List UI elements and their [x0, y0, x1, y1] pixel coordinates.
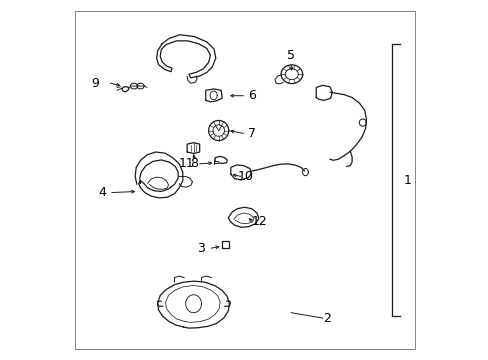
Text: 6: 6 [247, 89, 255, 102]
Text: 12: 12 [251, 215, 267, 228]
Text: 7: 7 [247, 127, 256, 140]
Text: 2: 2 [323, 311, 330, 325]
Text: 5: 5 [286, 49, 295, 62]
Text: 1: 1 [403, 174, 411, 186]
Text: 8: 8 [190, 157, 198, 170]
Text: 3: 3 [197, 242, 204, 255]
Text: 10: 10 [237, 170, 253, 183]
Text: 4: 4 [99, 186, 106, 199]
Text: 9: 9 [91, 77, 99, 90]
Text: 11: 11 [178, 157, 194, 170]
